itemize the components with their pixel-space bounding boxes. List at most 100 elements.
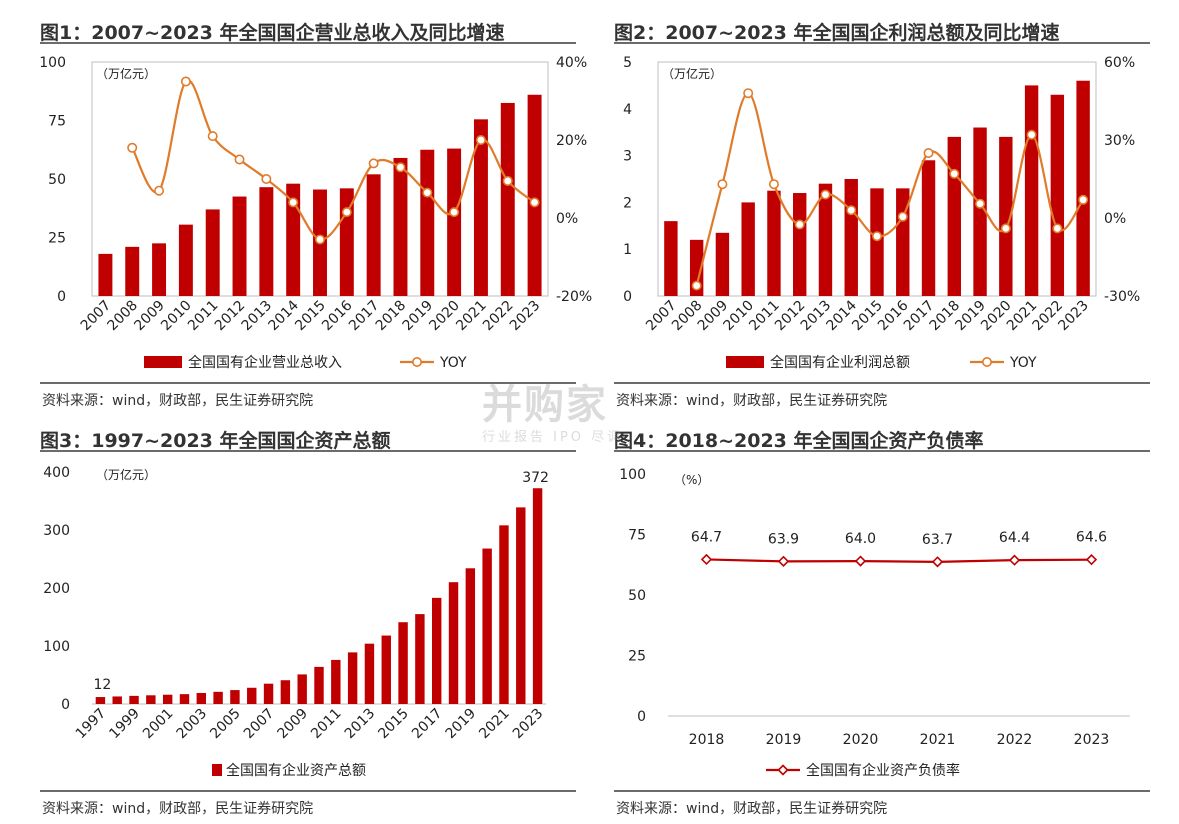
x-tick-label: 2017	[346, 298, 383, 335]
y-left-tick-label: 0	[623, 289, 632, 305]
yoy-point	[341, 207, 352, 218]
source-rule-1	[40, 382, 576, 384]
bar	[741, 202, 755, 296]
chart-1: 0255075100-20%0%20%40%（万亿元）2007200820092…	[39, 55, 592, 371]
bar	[152, 243, 167, 296]
x-tick-label: 2021	[476, 706, 513, 743]
x-tick-label: 2018	[373, 298, 410, 335]
bar	[179, 694, 190, 704]
bar	[818, 183, 833, 296]
y-left-tick-label: 50	[48, 172, 66, 188]
x-tick-label: 2023	[510, 706, 547, 743]
bar	[205, 209, 220, 296]
bar	[465, 568, 476, 704]
y-left-tick-label: 4	[623, 102, 632, 118]
y-tick-label: 100	[619, 467, 646, 483]
yoy-point	[207, 131, 218, 142]
y-tick-label: 0	[637, 709, 646, 725]
bar	[500, 102, 515, 296]
x-tick-label: 2023	[1074, 732, 1110, 748]
yoy-point	[154, 185, 165, 196]
y-right-tick-label: -20%	[556, 289, 592, 305]
y-left-tick-label: 5	[623, 55, 632, 71]
chart-title-3: 图3：1997~2023 年全国国企资产总额	[40, 430, 391, 452]
y-right-tick-label: 0%	[1104, 211, 1126, 227]
yoy-point	[846, 205, 857, 216]
x-tick-label: 2005	[207, 706, 244, 743]
title-rule-3	[40, 450, 576, 452]
data-point	[1008, 554, 1021, 566]
x-tick-label: 2020	[843, 732, 879, 748]
y-tick-label: 50	[628, 588, 646, 604]
y-right-tick-label: 0%	[556, 211, 578, 227]
chart-source-2: 资料来源：wind，财政部，民生证券研究院	[616, 393, 888, 409]
bar	[232, 196, 247, 296]
legend-label-line: YOY	[1009, 355, 1037, 371]
x-tick-label: 2017	[409, 706, 446, 743]
x-tick-label: 2022	[480, 298, 517, 335]
data-point	[854, 555, 867, 567]
bar	[162, 694, 173, 704]
bar	[297, 674, 307, 704]
yoy-point	[717, 179, 728, 190]
bar	[196, 692, 207, 704]
data-label: 64.7	[691, 529, 722, 545]
bar	[947, 136, 961, 296]
data-label: 63.9	[768, 531, 799, 547]
legend-label-bar: 全国国有企业营业总收入	[188, 354, 342, 371]
yoy-point	[180, 76, 191, 87]
x-tick-label: 2011	[185, 298, 222, 335]
series-line	[706, 558, 1092, 563]
unit-label: （万亿元）	[96, 467, 156, 482]
data-label: 64.0	[845, 531, 876, 547]
legend-swatch-bar	[212, 764, 222, 776]
x-tick-label: 2009	[131, 298, 168, 335]
data-label: 63.7	[922, 532, 953, 548]
bar	[499, 525, 509, 704]
x-tick-label: 2022	[997, 732, 1033, 748]
bar	[381, 635, 391, 704]
legend-label-bar: 全国国有企业资产总额	[226, 762, 366, 779]
bar	[527, 94, 542, 296]
x-tick-label: 2015	[292, 298, 329, 335]
x-tick-label: 2019	[443, 706, 480, 743]
yoy-point	[820, 189, 831, 200]
data-label: 64.6	[1076, 530, 1107, 546]
bar	[921, 160, 936, 296]
bar	[1050, 94, 1065, 296]
unit-label: （万亿元）	[662, 66, 722, 81]
y-right-tick-label: 30%	[1104, 133, 1135, 149]
x-tick-label: 2010	[158, 298, 195, 335]
yoy-point	[422, 187, 433, 198]
x-tick-label: 2012	[212, 298, 249, 335]
yoy-point	[368, 158, 379, 169]
yoy-point	[897, 211, 908, 222]
data-label-last: 372	[522, 470, 549, 486]
legend-label-line: 全国国有企业资产负债率	[806, 762, 960, 779]
bar	[146, 695, 156, 704]
y-tick-label: 75	[628, 528, 646, 544]
chart-panel-3: 图3：1997~2023 年全国国企资产总额 0 100 200 300 400 （万亿元…	[40, 426, 580, 822]
y-right-tick-label: -30%	[1104, 289, 1140, 305]
x-tick-label: 2007	[78, 298, 115, 335]
chart-panel-4: 图4：2018~2023 年全国国企资产负债率 0 25 50 75 100 （%） 64.…	[614, 426, 1154, 822]
y-left-tick-label: 0	[57, 289, 66, 305]
bar	[247, 687, 257, 704]
x-tick-label: 2019	[400, 298, 437, 335]
yoy-point	[1026, 129, 1037, 140]
y-left-tick-label: 75	[48, 114, 66, 130]
bar	[870, 188, 884, 296]
chart-2: 012345-30%0%30%60%（万亿元）20072008200920102…	[623, 55, 1140, 371]
y-left-tick-label: 2	[623, 195, 632, 211]
title-rule-4	[614, 450, 1150, 452]
x-tick-label: 2003	[174, 706, 211, 743]
yoy-point	[743, 88, 754, 99]
y-tick-label: 0	[61, 697, 70, 713]
bar	[178, 224, 193, 296]
legend-label-line: YOY	[439, 355, 467, 371]
bar	[263, 683, 274, 704]
y-tick-label: 300	[43, 523, 70, 539]
bar	[366, 174, 381, 296]
bar	[448, 582, 459, 704]
source-rule-4	[614, 790, 1150, 792]
